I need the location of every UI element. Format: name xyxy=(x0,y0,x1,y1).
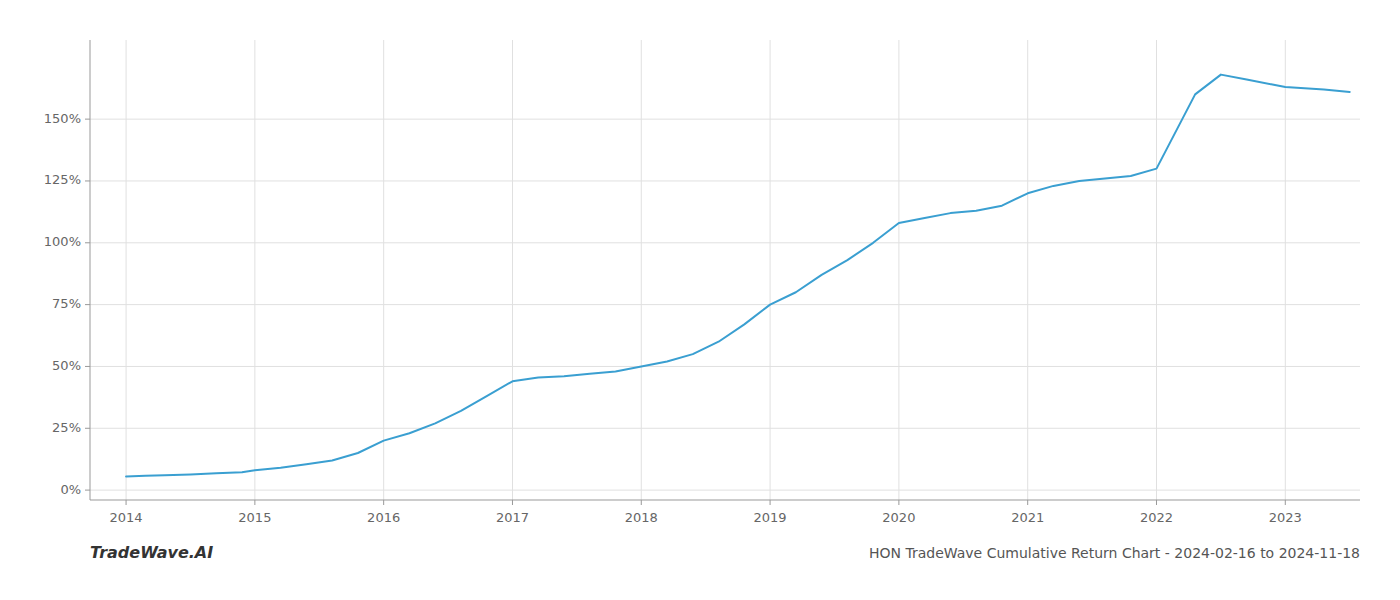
grid-line xyxy=(90,490,1360,491)
grid-line xyxy=(90,180,1360,181)
grid-line xyxy=(512,40,513,500)
grid-line xyxy=(90,242,1360,243)
tick-mark xyxy=(1285,500,1286,505)
tick-mark xyxy=(641,500,642,505)
tick-mark xyxy=(898,500,899,505)
tick-label: 2016 xyxy=(367,510,400,525)
tick-label: 2017 xyxy=(496,510,529,525)
tick-mark xyxy=(1156,500,1157,505)
tick-mark xyxy=(85,242,90,243)
tick-mark xyxy=(85,366,90,367)
tick-mark xyxy=(85,304,90,305)
grid-line xyxy=(383,40,384,500)
tick-label: 2015 xyxy=(238,510,271,525)
tick-mark xyxy=(85,180,90,181)
tick-label: 2019 xyxy=(754,510,787,525)
axes: 0% 25% 50% 75% 100% 125% 150% 2014 2015 2016 2017 2… xyxy=(44,40,1360,525)
grid-line xyxy=(254,40,255,500)
chart: 0% 25% 50% 75% 100% 125% 150% 2014 2015 2016 2017 2… xyxy=(0,0,1400,600)
tick-label: 2021 xyxy=(1011,510,1044,525)
grid-line xyxy=(126,40,127,500)
tick-label: 50% xyxy=(52,358,81,373)
grid-line xyxy=(770,40,771,500)
tick-label: 0% xyxy=(60,482,81,497)
tick-mark xyxy=(85,119,90,120)
grid-line xyxy=(90,366,1360,367)
tick-mark xyxy=(85,490,90,491)
grid-line xyxy=(898,40,899,500)
tick-label: 2020 xyxy=(882,510,915,525)
tick-mark xyxy=(512,500,513,505)
grid-line xyxy=(641,40,642,500)
plot-area xyxy=(126,75,1350,477)
title: HON TradeWave Cumulative Return Chart - … xyxy=(869,545,1360,561)
tick-label: 150% xyxy=(44,111,81,126)
tick-label: 2014 xyxy=(110,510,143,525)
x-axis-line xyxy=(90,500,1360,501)
tick-mark xyxy=(254,500,255,505)
tick-mark xyxy=(770,500,771,505)
grid-line xyxy=(90,428,1360,429)
grid-line xyxy=(1156,40,1157,500)
watermark: TradeWave.AI xyxy=(90,543,213,562)
tick-label: 100% xyxy=(44,234,81,249)
tick-label: 2018 xyxy=(625,510,658,525)
tick-mark xyxy=(1027,500,1028,505)
tick-label: 2022 xyxy=(1140,510,1173,525)
tick-mark xyxy=(85,428,90,429)
grid-line xyxy=(1285,40,1286,500)
grid xyxy=(90,40,1360,500)
tick-label: 125% xyxy=(44,172,81,187)
grid-line xyxy=(90,119,1360,120)
grid-line xyxy=(1027,40,1028,500)
tick-mark xyxy=(383,500,384,505)
tick-label: 25% xyxy=(52,420,81,435)
tick-label: 75% xyxy=(52,296,81,311)
tick-label: 2023 xyxy=(1269,510,1302,525)
tick-mark xyxy=(126,500,127,505)
grid-line xyxy=(90,304,1360,305)
y-axis-line xyxy=(90,40,91,500)
line xyxy=(126,75,1350,477)
